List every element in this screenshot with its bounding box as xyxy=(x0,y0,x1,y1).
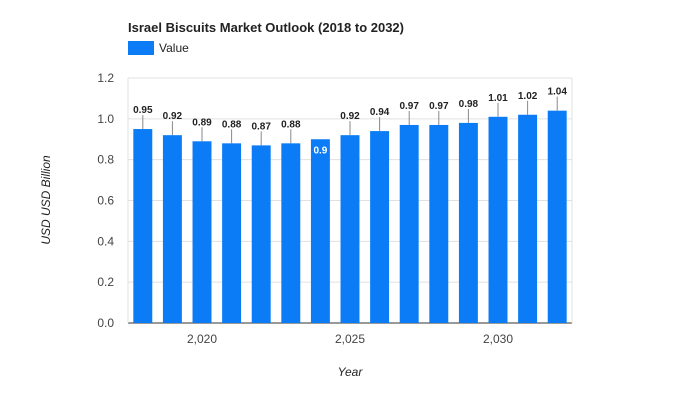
data-label: 0.87 xyxy=(251,121,271,132)
data-label: 1.04 xyxy=(547,87,567,98)
y-tick-label: 0.0 xyxy=(97,316,114,330)
bar[interactable] xyxy=(340,135,360,323)
data-label: 0.94 xyxy=(370,107,390,118)
y-tick-label: 0.4 xyxy=(97,234,114,248)
bar[interactable] xyxy=(222,143,242,323)
chart-title: Israel Biscuits Market Outlook (2018 to … xyxy=(128,20,404,35)
bar[interactable] xyxy=(281,143,301,323)
data-label: 0.92 xyxy=(340,111,360,122)
bar[interactable] xyxy=(399,124,419,323)
bar[interactable] xyxy=(133,129,153,323)
legend-swatch xyxy=(128,41,154,55)
bar[interactable] xyxy=(429,124,449,323)
bar[interactable] xyxy=(458,122,478,324)
y-axis-title: USD USD Billion xyxy=(39,155,53,245)
y-tick-label: 0.6 xyxy=(97,194,114,208)
data-labels: 0.95 0.92 0.89 0.88 0.87 0.88 0.9 0.92 0.94 0.97 0… xyxy=(133,87,567,157)
x-tick-label: 2,030 xyxy=(483,332,513,346)
y-tick-label: 0.8 xyxy=(97,153,114,167)
bar[interactable] xyxy=(251,145,271,323)
x-axis-title: Year xyxy=(338,365,364,379)
data-label: 1.02 xyxy=(518,91,538,102)
y-tick-label: 0.2 xyxy=(97,275,114,289)
y-tick-label: 1.0 xyxy=(97,112,114,126)
bar[interactable] xyxy=(518,114,538,323)
bar[interactable] xyxy=(162,135,182,323)
data-label: 0.98 xyxy=(459,99,479,110)
bar[interactable] xyxy=(488,116,508,324)
data-label: 0.89 xyxy=(192,117,212,128)
data-label: 0.92 xyxy=(163,111,183,122)
x-tick-label: 2,025 xyxy=(335,332,365,346)
legend-label-value: Value xyxy=(159,41,189,55)
bar[interactable] xyxy=(370,131,390,323)
data-label: 0.88 xyxy=(281,119,301,130)
y-tick-label: 1.2 xyxy=(97,71,114,85)
data-label: 1.01 xyxy=(488,93,508,104)
data-label: 0.88 xyxy=(222,119,242,130)
data-label: 0.9 xyxy=(313,145,327,156)
data-label: 0.97 xyxy=(399,101,419,112)
bar[interactable] xyxy=(547,110,567,324)
bar[interactable] xyxy=(310,139,330,323)
data-label: 0.97 xyxy=(429,101,449,112)
bars xyxy=(133,110,567,324)
bar[interactable] xyxy=(192,141,212,323)
x-axis-ticks: 2,020 2,025 2,030 xyxy=(187,332,513,346)
y-axis-ticks: 0.0 0.2 0.4 0.6 0.8 1.0 1.2 xyxy=(97,71,114,330)
data-label: 0.95 xyxy=(133,105,153,116)
x-tick-label: 2,020 xyxy=(187,332,217,346)
